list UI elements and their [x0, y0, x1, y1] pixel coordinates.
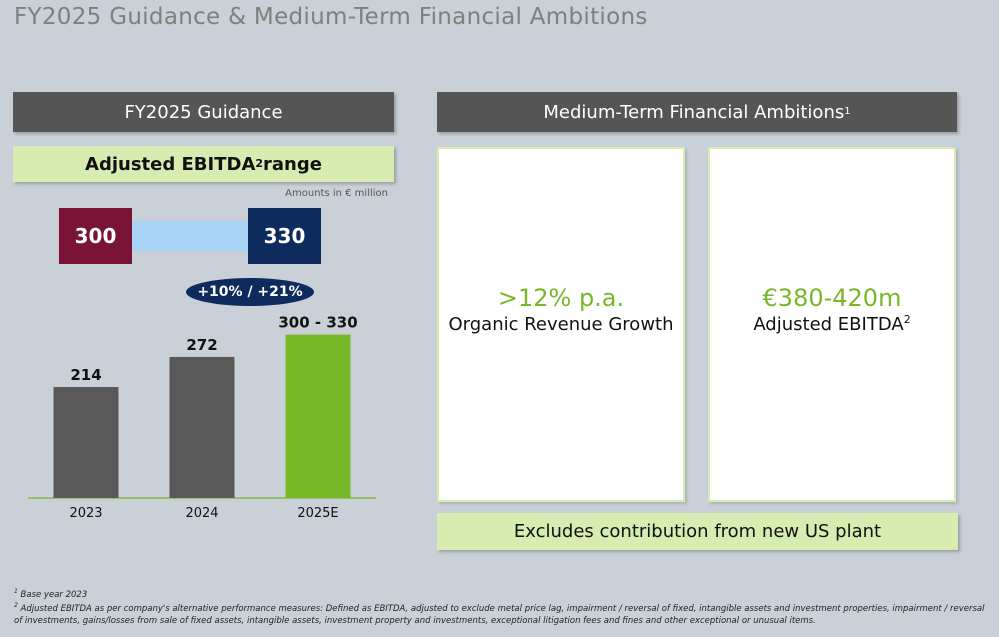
fy2025-guidance-header-text: FY2025 Guidance	[124, 101, 283, 123]
exclusion-note-text: Excludes contribution from new US plant	[513, 521, 882, 542]
bar-2025e	[285, 334, 351, 498]
organic-growth-card: >12% p.a. Organic Revenue Growth	[437, 147, 685, 502]
x-tick-2025e: 2025E	[297, 506, 338, 521]
ebitda-range-subheader-suffix: range	[263, 153, 322, 175]
ebitda-range-subheader: Adjusted EBITDA 2 range	[13, 146, 394, 182]
bar-2023	[53, 387, 119, 498]
x-tick-2024: 2024	[185, 506, 218, 521]
footnote-1: 1 Base year 2023	[14, 589, 989, 601]
range-low-box: 300	[59, 208, 132, 264]
fy2025-guidance-header: FY2025 Guidance	[13, 92, 394, 132]
ebitda-target-label: Adjusted EBITDA	[753, 313, 904, 335]
footnote-1-marker: 1	[14, 588, 18, 596]
x-tick-2023: 2023	[69, 506, 102, 521]
data-label-2023: 214	[70, 366, 101, 384]
amounts-unit-note: Amounts in € million	[285, 188, 388, 199]
exclusion-note: Excludes contribution from new US plant	[437, 513, 958, 550]
range-high-value: 330	[263, 224, 306, 248]
data-label-2024: 272	[186, 336, 217, 354]
range-low-value: 300	[74, 224, 117, 248]
growth-label: +10% / +21%	[197, 284, 303, 300]
organic-growth-label: Organic Revenue Growth	[448, 313, 674, 335]
growth-oval: +10% / +21%	[186, 278, 314, 306]
ebitda-range-subheader-text: Adjusted EBITDA	[85, 153, 256, 175]
data-label-2025e: 300 - 330	[278, 314, 357, 332]
ebitda-target-label-row: Adjusted EBITDA2	[753, 313, 910, 337]
ebitda-bar-chart: 214 2023 272 2024 300 - 330 2025E	[28, 314, 376, 521]
footnote-ref-2: 2	[903, 312, 911, 326]
range-high-box: 330	[248, 208, 321, 264]
ebitda-target-value: €380-420m	[762, 283, 902, 312]
footnote-2-text: Adjusted EBITDA as per company's alterna…	[14, 604, 985, 626]
page-title: FY2025 Guidance & Medium-Term Financial …	[14, 4, 648, 30]
bar-2024	[169, 356, 235, 498]
footnote-1-text: Base year 2023	[20, 590, 88, 600]
organic-growth-value: >12% p.a.	[497, 283, 625, 312]
medium-term-ambitions-header-text: Medium-Term Financial Ambitions	[543, 101, 845, 123]
medium-term-ambitions-header: Medium-Term Financial Ambitions 1	[437, 92, 957, 132]
ebitda-target-card: €380-420m Adjusted EBITDA2	[708, 147, 956, 502]
footnote-2: 2 Adjusted EBITDA as per company's alter…	[14, 603, 989, 627]
range-bar	[130, 221, 250, 251]
footnote-2-marker: 2	[14, 602, 18, 610]
